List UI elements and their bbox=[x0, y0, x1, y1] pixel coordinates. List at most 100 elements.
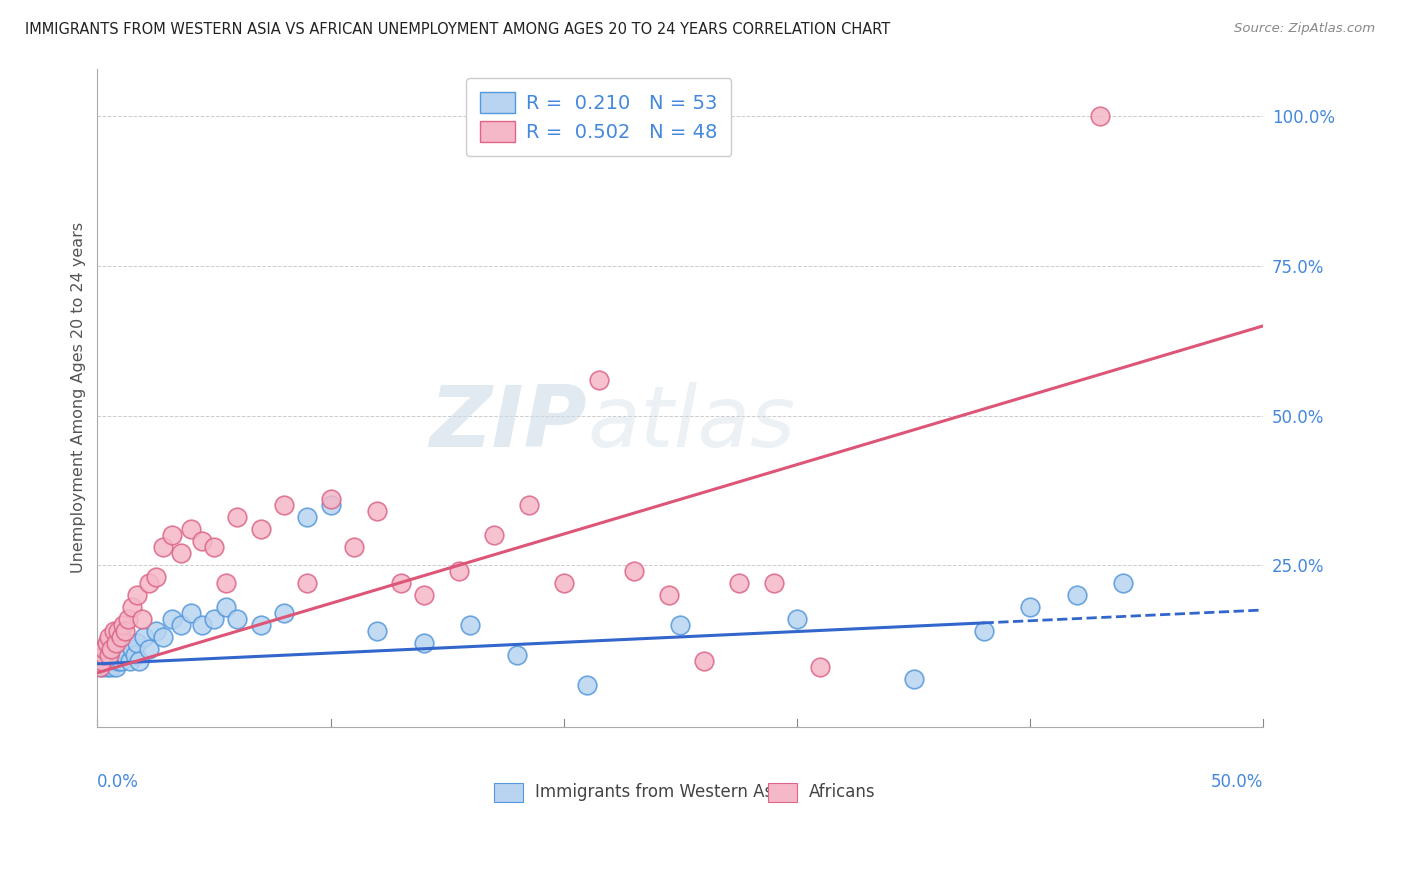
Point bbox=[89, 660, 111, 674]
Y-axis label: Unemployment Among Ages 20 to 24 years: Unemployment Among Ages 20 to 24 years bbox=[72, 222, 86, 574]
Point bbox=[105, 636, 128, 650]
Point bbox=[191, 534, 214, 549]
Point bbox=[1066, 588, 1088, 602]
Point bbox=[103, 654, 125, 668]
Point bbox=[1112, 576, 1135, 591]
Text: 0.0%: 0.0% bbox=[97, 772, 139, 790]
Point bbox=[808, 660, 831, 674]
Point bbox=[170, 546, 193, 560]
Point bbox=[727, 576, 749, 591]
Point bbox=[214, 599, 236, 614]
Point bbox=[100, 641, 122, 656]
Point bbox=[98, 630, 121, 644]
Point bbox=[103, 624, 125, 638]
Text: 50.0%: 50.0% bbox=[1211, 772, 1264, 790]
Point bbox=[114, 648, 136, 662]
Point bbox=[145, 570, 167, 584]
Point bbox=[93, 641, 115, 656]
Point bbox=[125, 636, 148, 650]
Text: Africans: Africans bbox=[808, 783, 876, 802]
Point bbox=[693, 654, 716, 668]
Point bbox=[118, 654, 141, 668]
Point bbox=[160, 528, 183, 542]
Point bbox=[180, 522, 202, 536]
Point bbox=[366, 624, 388, 638]
Point bbox=[131, 612, 153, 626]
Point bbox=[89, 654, 111, 668]
Text: atlas: atlas bbox=[588, 383, 796, 466]
Point bbox=[588, 373, 610, 387]
Point bbox=[506, 648, 529, 662]
Point bbox=[460, 618, 482, 632]
Point bbox=[110, 648, 132, 662]
Point bbox=[111, 618, 134, 632]
Point bbox=[669, 618, 692, 632]
Point bbox=[762, 576, 785, 591]
Point bbox=[249, 522, 271, 536]
Point bbox=[297, 576, 319, 591]
Point bbox=[160, 612, 183, 626]
Point bbox=[96, 660, 118, 674]
Point bbox=[98, 641, 121, 656]
Point bbox=[152, 630, 174, 644]
Text: IMMIGRANTS FROM WESTERN ASIA VS AFRICAN UNEMPLOYMENT AMONG AGES 20 TO 24 YEARS C: IMMIGRANTS FROM WESTERN ASIA VS AFRICAN … bbox=[25, 22, 890, 37]
Point bbox=[214, 576, 236, 591]
Point bbox=[553, 576, 575, 591]
Point bbox=[124, 648, 146, 662]
Point bbox=[145, 624, 167, 638]
Point bbox=[973, 624, 995, 638]
Point bbox=[1088, 109, 1111, 123]
Point bbox=[91, 654, 114, 668]
Point bbox=[138, 641, 160, 656]
Point bbox=[117, 612, 139, 626]
Point bbox=[482, 528, 505, 542]
Text: Source: ZipAtlas.com: Source: ZipAtlas.com bbox=[1234, 22, 1375, 36]
Point bbox=[117, 636, 139, 650]
Text: Immigrants from Western Asia: Immigrants from Western Asia bbox=[534, 783, 787, 802]
Point bbox=[412, 636, 434, 650]
Point bbox=[93, 654, 115, 668]
Point bbox=[96, 648, 118, 662]
Point bbox=[107, 624, 129, 638]
Point bbox=[105, 660, 128, 674]
Point bbox=[903, 672, 925, 686]
Point bbox=[152, 540, 174, 554]
Point bbox=[121, 641, 143, 656]
Point bbox=[98, 648, 121, 662]
Point bbox=[576, 678, 599, 692]
Point bbox=[138, 576, 160, 591]
Point bbox=[273, 498, 295, 512]
Point bbox=[202, 540, 225, 554]
FancyBboxPatch shape bbox=[494, 782, 523, 802]
Text: ZIP: ZIP bbox=[429, 383, 588, 466]
Point bbox=[98, 654, 121, 668]
Point bbox=[297, 510, 319, 524]
Point bbox=[249, 618, 271, 632]
Point bbox=[100, 648, 122, 662]
Point bbox=[107, 654, 129, 668]
Point bbox=[128, 654, 150, 668]
Point bbox=[658, 588, 681, 602]
Point bbox=[319, 498, 342, 512]
Point bbox=[111, 641, 134, 656]
Point bbox=[343, 540, 366, 554]
FancyBboxPatch shape bbox=[768, 782, 797, 802]
Point bbox=[100, 660, 122, 674]
Point bbox=[319, 492, 342, 507]
Point bbox=[93, 641, 115, 656]
Point bbox=[623, 564, 645, 578]
Point bbox=[91, 648, 114, 662]
Point bbox=[447, 564, 470, 578]
Point bbox=[226, 612, 249, 626]
Point bbox=[366, 504, 388, 518]
Point bbox=[110, 630, 132, 644]
Point bbox=[180, 606, 202, 620]
Point bbox=[170, 618, 193, 632]
Point bbox=[389, 576, 412, 591]
Point bbox=[121, 599, 143, 614]
Point bbox=[93, 648, 115, 662]
Point bbox=[202, 612, 225, 626]
Legend: R =  0.210   N = 53, R =  0.502   N = 48: R = 0.210 N = 53, R = 0.502 N = 48 bbox=[467, 78, 731, 155]
Point bbox=[412, 588, 434, 602]
Point bbox=[103, 648, 125, 662]
